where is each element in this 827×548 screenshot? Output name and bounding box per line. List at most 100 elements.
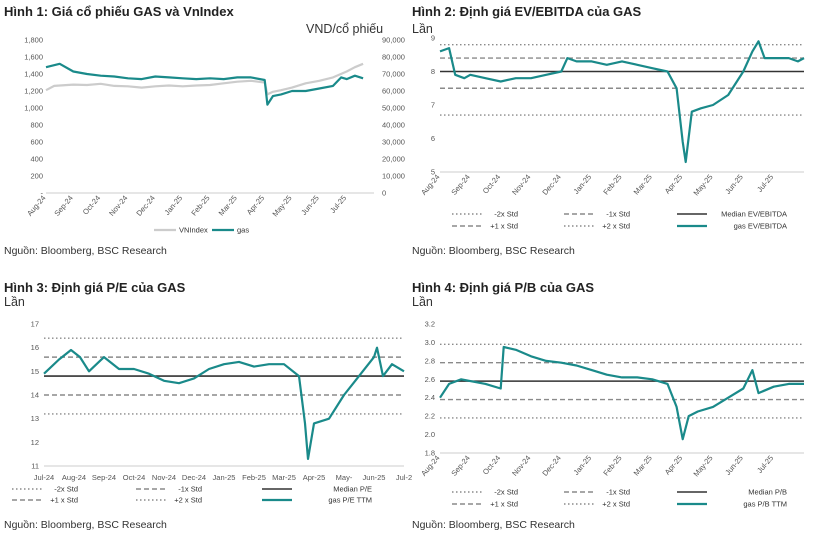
series-line xyxy=(439,345,804,441)
series-line xyxy=(43,346,405,460)
x-tick-label: Feb-25 xyxy=(242,473,266,482)
x-tick-label: Feb-25 xyxy=(189,194,211,218)
y2-tick-label: 10,000 xyxy=(382,172,405,181)
x-tick-label: May-25 xyxy=(692,173,715,198)
series-line xyxy=(45,62,364,106)
x-tick-label: May-25 xyxy=(271,194,294,219)
x-tick-label: Apr-25 xyxy=(663,454,684,477)
y-tick-label: 1,000 xyxy=(24,104,43,113)
x-tick-label: Mar-25 xyxy=(632,454,654,478)
y-tick-label: 6 xyxy=(431,134,435,143)
x-tick-label: Feb-25 xyxy=(601,173,623,197)
series-line xyxy=(439,40,805,164)
legend-label: +1 x Std xyxy=(50,496,78,505)
x-tick-label: Nov-24 xyxy=(510,454,532,478)
unit-label: Lần xyxy=(412,295,433,309)
y2-tick-label: 80,000 xyxy=(382,53,405,62)
x-tick-label: Aug-24 xyxy=(419,454,441,478)
ev-ebitda-chart: 5 6 7 8 9 Aug-24 Sep-24 Oct-24 Nov-24 Dec-24 Jan-2… xyxy=(419,34,805,231)
source-note: Nguồn: Bloomberg, BSC Research xyxy=(412,245,575,257)
x-tick-label: Oct-24 xyxy=(481,173,502,196)
x-tick-label: Dec-24 xyxy=(182,473,206,482)
legend-label: +1 x Std xyxy=(490,222,518,231)
chart-panel-3: Hình 3: Định giá P/E của GAS Lần 11 12 13 1… xyxy=(4,276,417,548)
x-tick-label: Aug-24 xyxy=(25,194,47,218)
x-tick-label: Nov-24 xyxy=(510,173,532,197)
source-note: Nguồn: Bloomberg, BSC Research xyxy=(412,519,575,531)
legend-label: -2x Std xyxy=(494,210,518,219)
x-tick-label: Dec-24 xyxy=(134,194,156,218)
y-tick-label: 17 xyxy=(31,320,39,329)
y-tick-label: 12 xyxy=(31,438,39,447)
y-tick-label: 3.0 xyxy=(425,338,435,347)
x-tick-label: Nov-24 xyxy=(107,194,129,218)
pe-chart: 11 12 13 14 15 16 17 Jul-24 Aug-24 Sep-24 Oct-24 No… xyxy=(12,320,412,505)
y-tick-label: 9 xyxy=(431,34,435,43)
x-tick-label: Jul-25 xyxy=(755,454,775,475)
y2-tick-label: 30,000 xyxy=(382,138,405,147)
y-tick-label: 5 xyxy=(431,168,435,177)
y2-tick-label: 70,000 xyxy=(382,70,405,79)
chart-panel-4: Hình 4: Định giá P/B của GAS Lần 1.8 2.0 2… xyxy=(412,276,825,548)
x-tick-label: Nov-24 xyxy=(152,473,176,482)
x-tick-label: Jul-24 xyxy=(34,473,54,482)
y2-tick-label: 20,000 xyxy=(382,155,405,164)
y-tick-label: 11 xyxy=(31,462,39,471)
y2-tick-label: 0 xyxy=(382,189,386,198)
x-tick-label: Oct-24 xyxy=(481,454,502,477)
y-tick-label: 14 xyxy=(31,391,39,400)
y-tick-label: 600 xyxy=(30,138,43,147)
legend-label: -1x Std xyxy=(178,485,202,494)
x-tick-label: Oct-24 xyxy=(81,194,102,217)
y-tick-label: - xyxy=(41,189,44,198)
x-tick-label: Jan-25 xyxy=(163,194,185,217)
legend-label: Median EV/EBITDA xyxy=(721,210,787,219)
x-tick-label: Jun-25 xyxy=(723,173,745,196)
y-tick-label: 16 xyxy=(31,343,39,352)
legend-label: gas P/E TTM xyxy=(328,496,372,505)
x-tick-label: Jun-25 xyxy=(723,454,745,477)
legend-label: gas P/B TTM xyxy=(743,500,787,509)
y2-tick-label: 50,000 xyxy=(382,104,405,113)
y-tick-label: 8 xyxy=(431,67,435,76)
x-tick-label: Apr-25 xyxy=(663,173,684,196)
unit-label: Lần xyxy=(4,295,25,309)
legend-label: -1x Std xyxy=(606,210,630,219)
legend-label: -2x Std xyxy=(494,488,518,497)
y-tick-label: 2.8 xyxy=(425,356,435,365)
x-tick-label: Jan-25 xyxy=(572,454,594,477)
x-tick-label: May-25 xyxy=(692,454,715,479)
x-tick-label: Aug-24 xyxy=(419,173,441,197)
y-tick-label: 1,200 xyxy=(24,87,43,96)
x-tick-label: Mar-25 xyxy=(632,173,654,197)
x-tick-label: Mar-25 xyxy=(272,473,296,482)
y-tick-label: 3.2 xyxy=(425,320,435,329)
source-note: Nguồn: Bloomberg, BSC Research xyxy=(4,245,167,257)
x-tick-label: Sep-24 xyxy=(52,194,74,218)
y-tick-label: 1,400 xyxy=(24,70,43,79)
legend-label: Median P/E xyxy=(333,485,372,494)
x-tick-label: May- xyxy=(336,473,353,482)
x-tick-label: Jun-25 xyxy=(363,473,386,482)
y-tick-label: 1,800 xyxy=(24,36,43,45)
chart-title: Hình 2: Định giá EV/EBITDA của GAS xyxy=(412,4,642,19)
legend-label: +1 x Std xyxy=(490,500,518,509)
x-tick-label: Apr-25 xyxy=(303,473,326,482)
chart-title: Hình 4: Định giá P/B của GAS xyxy=(412,280,595,295)
y-tick-label: 2.4 xyxy=(425,393,435,402)
x-tick-label: Dec-24 xyxy=(540,173,562,197)
y-tick-label: 2.2 xyxy=(425,412,435,421)
y-tick-label: 1,600 xyxy=(24,53,43,62)
legend-label: VNIndex xyxy=(179,226,208,235)
source-note: Nguồn: Bloomberg, BSC Research xyxy=(4,519,167,531)
x-tick-label: Feb-25 xyxy=(601,454,623,478)
y-tick-label: 400 xyxy=(30,155,43,164)
x-tick-label: Sep-24 xyxy=(92,473,116,482)
chart-title: Hình 1: Giá cổ phiếu GAS và VnIndex xyxy=(4,4,234,19)
legend-label: -2x Std xyxy=(54,485,78,494)
x-tick-label: Jun-25 xyxy=(299,194,321,217)
y-tick-label: 800 xyxy=(30,121,43,130)
legend-label: gas xyxy=(237,226,249,235)
unit-label: VND/cổ phiếu xyxy=(306,22,384,36)
y-tick-label: 200 xyxy=(30,172,43,181)
